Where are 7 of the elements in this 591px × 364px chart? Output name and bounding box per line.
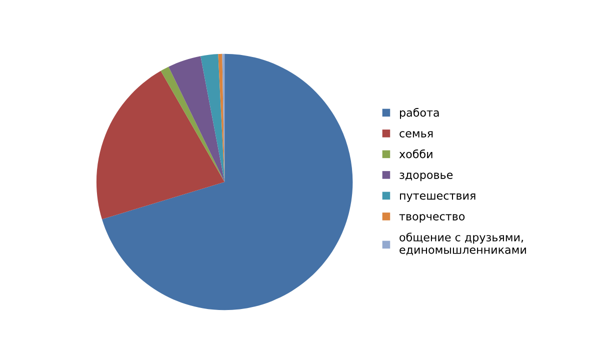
legend-label: семья (400, 131, 433, 138)
legend-label: хобби (399, 149, 432, 158)
legend-label: творчество (399, 214, 465, 223)
legend-label: путешествия (400, 193, 476, 202)
legend-label: общение с друзьями, единомышленниками (400, 232, 526, 256)
legend-label: работа (400, 108, 439, 119)
legend-label: здоровье (400, 172, 453, 182)
